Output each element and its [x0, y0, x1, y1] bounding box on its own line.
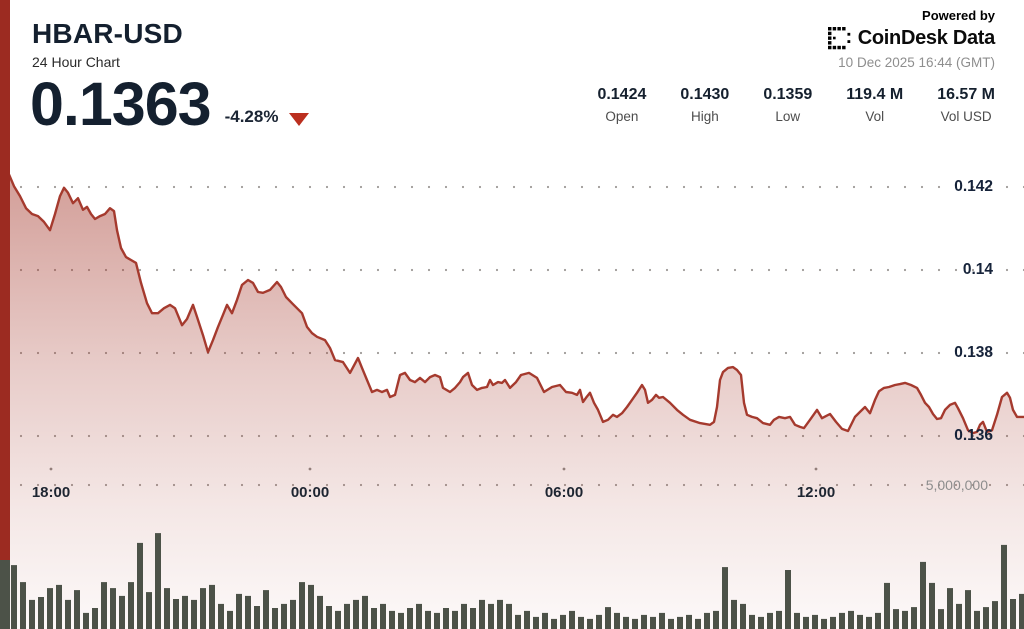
symbol-title: HBAR-USD: [32, 18, 183, 49]
current-price: 0.1363: [30, 70, 212, 138]
price-row: 0.1363 -4.28%: [30, 70, 310, 138]
stat-volume-usd-label: Vol USD: [940, 109, 992, 124]
stat-volume-value: 119.4 M: [846, 86, 904, 103]
price-change-percent: -4.28%: [224, 107, 279, 127]
stat-high-value: 0.1430: [680, 86, 730, 103]
coindesk-logo-icon: [827, 27, 851, 50]
stat-volume-usd-value: 16.57 M: [937, 86, 995, 103]
volume-axis-label: 5,000,000: [925, 477, 988, 493]
y-axis-label: 0.138: [954, 344, 993, 361]
chart-timestamp: 10 Dec 2025 16:44 (GMT): [838, 55, 995, 70]
stat-open-value: 0.1424: [597, 86, 647, 103]
y-axis-label: 0.14: [962, 261, 993, 278]
stat-volume-usd: 16.57 M Vol USD: [937, 86, 995, 124]
y-axis-label: 0.136: [954, 427, 993, 444]
stat-volume-label: Vol: [865, 109, 885, 124]
x-axis-label: 06:00: [544, 484, 584, 501]
chart-subtitle: 24 Hour Chart: [32, 54, 120, 70]
coindesk-data-link[interactable]: CoinDesk Data: [827, 27, 996, 50]
x-axis-label: 00:00: [290, 484, 330, 501]
stat-volume: 119.4 M Vol: [846, 86, 903, 124]
stat-high-label: High: [690, 109, 719, 124]
powered-by-block: Powered by CoinDesk Data 10 Dec 2025 16:…: [827, 8, 996, 70]
stat-low-label: Low: [775, 109, 801, 124]
stats-row: 0.1424 Open 0.1430 High 0.1359 Low 119.4…: [597, 86, 995, 124]
stat-high: 0.1430 High: [680, 86, 729, 124]
stat-open: 0.1424 Open: [597, 86, 646, 124]
chart-header: HBAR-USD 24 Hour Chart: [32, 18, 183, 70]
coindesk-brand-text: CoinDesk Data: [857, 27, 996, 49]
stat-open-label: Open: [605, 109, 639, 124]
x-axis-label: 18:00: [31, 484, 71, 501]
price-down-arrow-icon: [289, 113, 310, 127]
x-axis-label: 12:00: [796, 484, 836, 501]
stat-low: 0.1359 Low: [763, 86, 812, 124]
stat-low-value: 0.1359: [763, 86, 813, 103]
powered-by-label: Powered by: [922, 8, 995, 23]
y-axis-label: 0.142: [954, 178, 993, 195]
